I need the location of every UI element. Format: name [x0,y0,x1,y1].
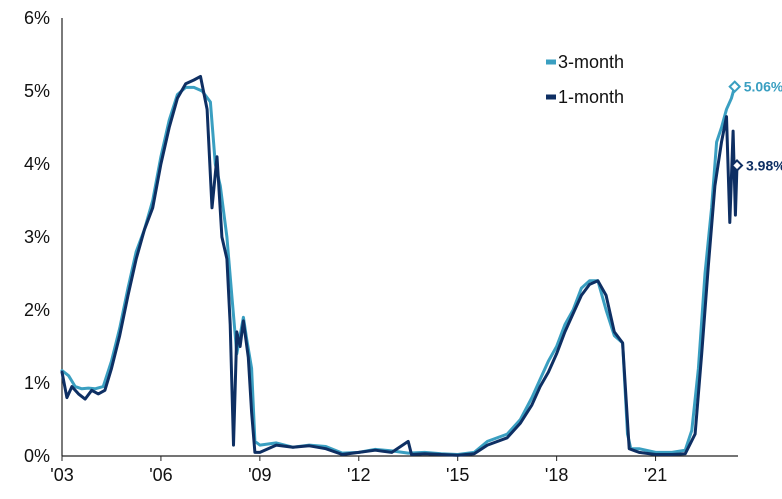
x-tick-label: '18 [545,465,568,485]
y-tick-labels: 0% 1% 2% 3% 4% 5% 6% [24,8,50,466]
end-marker-diamond [730,159,744,172]
end-markers: 5.06% 3.98% [728,79,782,173]
y-tick-label: 4% [24,154,50,174]
y-tick-label: 5% [24,81,50,101]
x-tick-label: '09 [248,465,271,485]
x-tick-label: '21 [644,465,667,485]
y-tick-label: 0% [24,446,50,466]
series-lines [60,74,739,457]
y-tick-label: 6% [24,8,50,28]
end-value-label: 5.06% [744,79,782,95]
x-tick-labels: '03 '06 '09 '12 '15 '18 '21 [50,456,667,485]
end-marker-diamond [728,80,742,94]
x-tick-label: '15 [446,465,469,485]
x-tick-label: '06 [149,465,172,485]
axes [61,18,738,457]
y-tick-label: 1% [24,373,50,393]
x-tick-label: '12 [347,465,370,485]
y-tick-label: 2% [24,300,50,320]
legend: 3-month 1-month [546,52,624,107]
y-tick-label: 3% [24,227,50,247]
series-line-1-month [60,74,739,457]
series-line-3-month [60,85,737,456]
x-tick-label: '03 [50,465,73,485]
legend-label: 1-month [558,87,624,107]
end-value-label: 3.98% [746,157,782,173]
legend-label: 3-month [558,52,624,72]
